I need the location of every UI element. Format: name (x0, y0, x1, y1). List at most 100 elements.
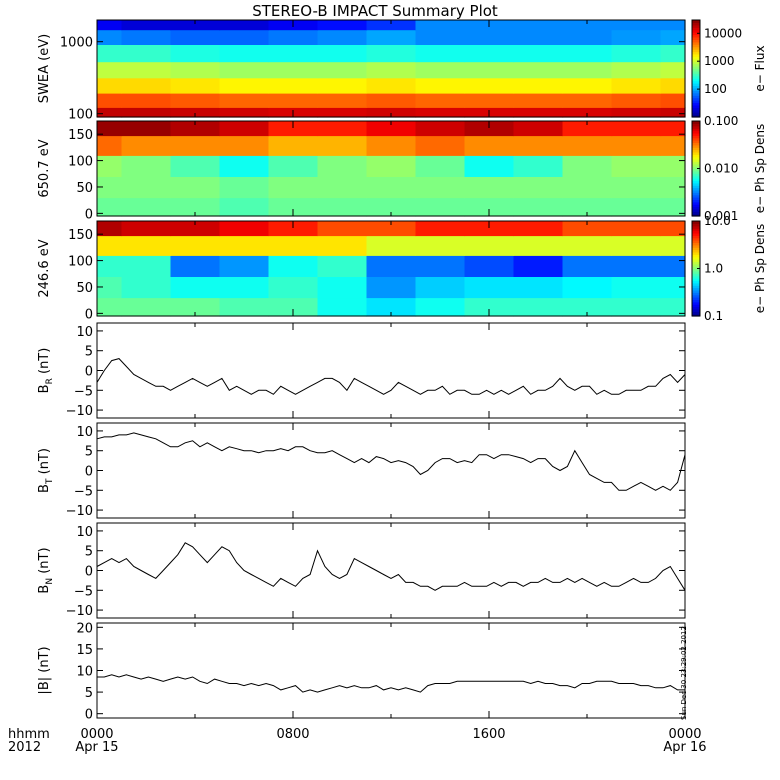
heatmap-cell (268, 221, 319, 237)
stamp-group: Sun Dec 30 23:29:02 2012 (680, 626, 688, 720)
heatmap-cell (611, 107, 662, 118)
colorbar-segment (692, 149, 700, 153)
colorbar-segment (692, 114, 700, 118)
heatmap-cell (464, 135, 515, 156)
panel-6: −10 −5 0 5 10 BN (nT) (37, 522, 686, 619)
heatmap-cell (268, 235, 319, 256)
heatmap-cell (660, 255, 686, 277)
heatmap-cell (660, 20, 686, 31)
y-tick-label: 150 (68, 128, 93, 143)
colorbar-segment (692, 206, 700, 210)
heatmap-cell (464, 93, 515, 108)
heatmap-cell (121, 77, 172, 94)
colorbar-segment (692, 112, 700, 116)
heatmap-cell (562, 221, 613, 237)
heatmap-cell (170, 255, 221, 277)
heatmap-cell (97, 61, 123, 79)
heatmap-cell (268, 61, 319, 79)
heatmap-cell (97, 107, 123, 118)
plot-frame (96, 322, 686, 419)
colorbar-segment (692, 204, 700, 208)
colorbar-segment (692, 180, 700, 184)
heatmap-cell (513, 121, 564, 137)
heatmap-cell (611, 235, 662, 256)
heatmap-cell (121, 197, 172, 217)
colorbar-segment (692, 78, 700, 82)
heatmap-cell (611, 276, 662, 299)
heatmap-cell (317, 235, 368, 256)
colorbar-tick-label: 0.100 (704, 114, 738, 128)
heatmap-cell (219, 255, 270, 277)
heatmap-cell (415, 276, 466, 299)
y-axis-label: SWEA (eV) (37, 34, 52, 103)
heatmap-cell (464, 276, 515, 299)
heatmap-cell (611, 29, 662, 45)
heatmap-cell (611, 77, 662, 94)
colorbar-segment (692, 142, 700, 146)
colorbar-segment (692, 242, 700, 246)
heatmap-cell (660, 61, 686, 79)
y-tick-label: 100 (68, 155, 93, 170)
heatmap-cell (97, 276, 123, 299)
series-line (97, 674, 685, 693)
heatmap-cell (464, 297, 515, 317)
heatmap-cell (219, 135, 270, 156)
heatmap-cell (317, 221, 368, 237)
colorbar-segment (692, 201, 700, 205)
colorbar-segment (692, 247, 700, 251)
y-axis-label: BT (nT) (37, 448, 55, 493)
colorbar-segment (692, 237, 700, 241)
colorbar-segment (692, 270, 700, 274)
heatmap-cell (366, 77, 417, 94)
heatmap-cell (415, 20, 466, 31)
heatmap-cell (121, 93, 172, 108)
y-tick-label: −10 (66, 604, 93, 619)
y-tick-label: 10 (76, 325, 93, 340)
heatmap-cell (268, 77, 319, 94)
time-tick-label: 0000 (668, 727, 701, 742)
colorbar-segment (692, 235, 700, 239)
figure-title: STEREO-B IMPACT Summary Plot (252, 2, 498, 20)
heatmap-cell (415, 176, 466, 199)
heatmap-cell (611, 176, 662, 199)
heatmap-cell (415, 77, 466, 94)
heatmap-cell (415, 107, 466, 118)
heatmap-cell (219, 121, 270, 137)
heatmap-cell (317, 44, 368, 63)
heatmap-cell (170, 20, 221, 31)
heatmap-cell (170, 107, 221, 118)
heatmap-cell (121, 176, 172, 199)
heatmap-cell (611, 44, 662, 63)
colorbar-segment (692, 24, 700, 28)
colorbar-segment (692, 306, 700, 310)
heatmap-cell (415, 197, 466, 217)
y-tick-label: 0 (85, 465, 93, 480)
colorbar-segment (692, 273, 700, 277)
heatmap-cell (170, 29, 221, 45)
heatmap-cell (660, 44, 686, 63)
heatmap-cell (562, 93, 613, 108)
plot-frame (96, 422, 686, 519)
colorbar-segment (692, 20, 700, 23)
heatmap-cell (317, 135, 368, 156)
heatmap-cell (268, 297, 319, 317)
heatmap-cell (562, 276, 613, 299)
heatmap-cell (513, 255, 564, 277)
heatmap-cell (611, 297, 662, 317)
colorbar-segment (692, 261, 700, 265)
y-axis-label: 246.6 eV (37, 239, 52, 297)
heatmap-cell (121, 221, 172, 237)
heatmap-cell (317, 155, 368, 177)
y-tick-label: 5 (85, 445, 93, 460)
heatmap-cell (366, 61, 417, 79)
series-line (96, 432, 686, 491)
heatmap-cell (611, 20, 662, 31)
heatmap-cell (170, 135, 221, 156)
y-tick-label: −10 (66, 504, 93, 519)
heatmap-cell (660, 176, 686, 199)
heatmap-cell (513, 77, 564, 94)
colorbar-segment (692, 268, 700, 272)
colorbar-segment (692, 130, 700, 134)
colorbar-segment (692, 109, 700, 113)
